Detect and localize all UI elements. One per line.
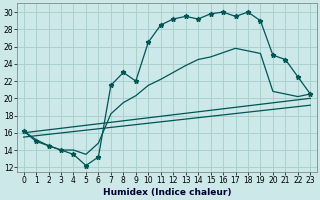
X-axis label: Humidex (Indice chaleur): Humidex (Indice chaleur) (103, 188, 231, 197)
